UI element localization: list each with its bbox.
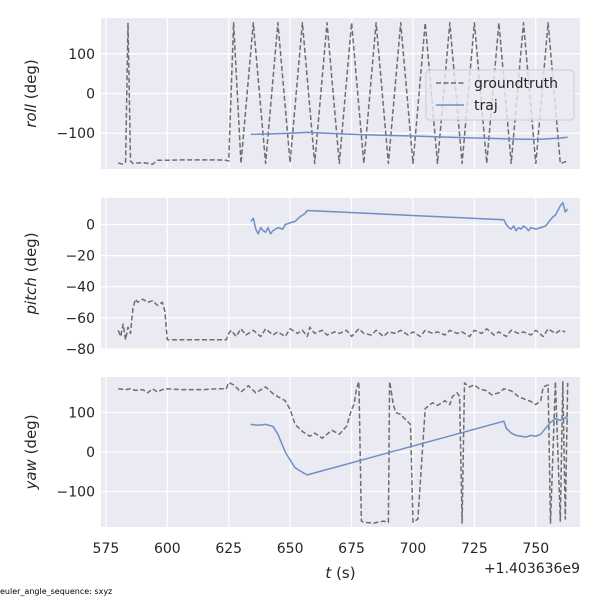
y-axis-label: yaw (deg) — [22, 414, 40, 490]
y-axis-label-unit: (deg) — [22, 59, 40, 104]
x-tick-label: 700 — [400, 541, 427, 557]
x-tick-label: 600 — [154, 541, 181, 557]
legend: groundtruth traj — [425, 69, 575, 121]
y-axis-label: pitch (deg) — [22, 232, 40, 315]
x-offset-label: +1.403636e9 — [484, 561, 580, 577]
y-tick-label: −100 — [57, 126, 95, 142]
series-line-traj — [250, 416, 569, 476]
x-tick-label: 750 — [522, 541, 549, 557]
series-line-traj — [250, 131, 568, 140]
legend-label-traj: traj — [474, 98, 498, 114]
x-tick-label: 575 — [93, 541, 120, 557]
y-axis-label-italic: yaw — [22, 458, 40, 490]
y-tick-label: 100 — [68, 47, 95, 63]
x-axis-label-italic: t — [325, 564, 332, 582]
series-group — [117, 201, 569, 341]
y-axis-label-italic: pitch — [22, 277, 40, 315]
y-axis-label-unit: (deg) — [22, 414, 40, 459]
series-group — [118, 380, 569, 524]
series-line-traj — [250, 201, 569, 235]
subplot-pitch: 0 −20 −40 −60 −80 pitch (deg) — [22, 198, 580, 358]
x-axis-label: t (s) — [325, 564, 355, 582]
y-tick-label: −80 — [65, 342, 95, 358]
legend-label-groundtruth: groundtruth — [474, 76, 558, 92]
plot-area — [101, 198, 580, 349]
y-tick-label: −40 — [65, 280, 95, 296]
y-axis-label-unit: (deg) — [22, 232, 40, 277]
y-tick-label: 100 — [68, 406, 95, 422]
y-tick-label: −60 — [65, 311, 95, 327]
x-tick-label: 650 — [277, 541, 304, 557]
y-axis-label-italic: roll — [22, 103, 40, 128]
y-tick-label: 0 — [86, 87, 95, 103]
x-axis-label-unit: (s) — [331, 564, 355, 582]
x-tick-label: 675 — [338, 541, 365, 557]
subplot-yaw: 100 0 −100 yaw (deg) 575 600 625 650 675 700 725 75… — [22, 377, 580, 582]
footnote: euler_angle_sequence: sxyz — [0, 587, 113, 596]
x-tick-label: 725 — [461, 541, 488, 557]
y-tick-label: 0 — [86, 445, 95, 461]
series-line-groundtruth — [118, 380, 569, 524]
series-line-groundtruth — [117, 298, 566, 341]
y-tick-label: 0 — [86, 217, 95, 233]
subplot-roll: 100 0 −100 roll (deg) groundtruth traj — [22, 18, 580, 169]
y-axis-label: roll (deg) — [22, 59, 40, 127]
y-tick-label: −100 — [57, 484, 95, 500]
x-tick-label: 625 — [215, 541, 242, 557]
y-tick-label: −20 — [65, 249, 95, 265]
